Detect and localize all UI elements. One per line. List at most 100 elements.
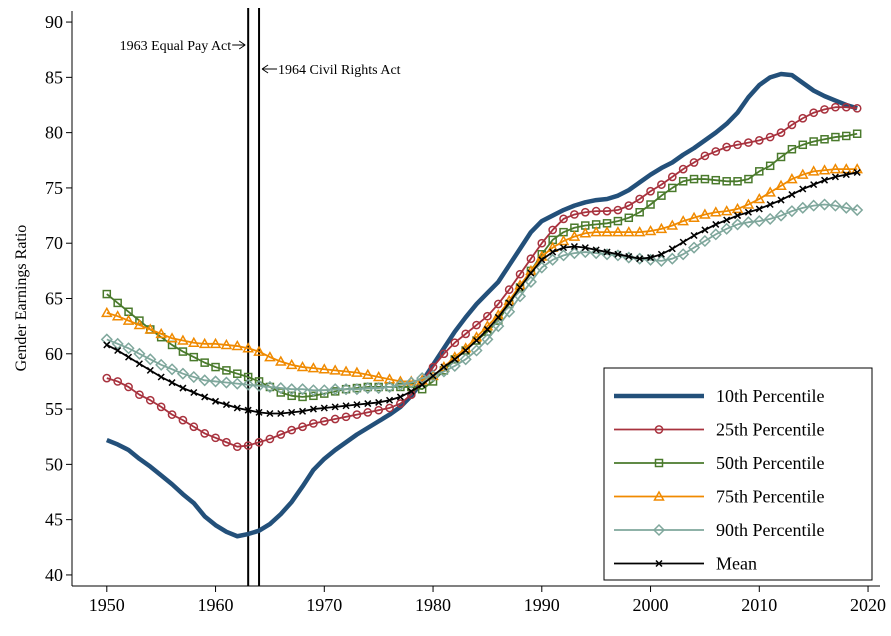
marker [200,429,210,438]
marker [753,215,766,228]
marker [450,338,460,348]
marker [579,227,592,238]
marker [483,311,492,321]
legend-label: 75th Percentile [716,487,824,507]
marker [299,407,307,415]
marker [723,216,731,224]
y-tick-label: 80 [45,123,63,143]
marker [405,376,418,389]
marker [166,332,178,343]
y-tick-label: 90 [45,12,63,32]
marker [263,380,276,394]
marker [220,338,233,350]
marker [439,349,449,359]
marker [821,176,829,184]
marker [765,132,775,142]
marker [580,207,590,217]
marker [744,208,752,216]
marker [341,412,351,422]
legend-label: 10th Percentile [716,386,824,406]
marker [557,249,570,262]
marker [264,351,276,362]
marker [559,214,568,224]
marker [590,226,602,237]
marker [318,384,331,397]
marker [372,370,385,382]
marker [253,345,265,356]
marker [285,358,298,370]
marker [266,409,274,418]
marker [831,132,840,142]
marker [549,248,557,256]
marker [101,306,113,318]
marker [700,151,710,161]
marker [189,422,199,432]
marker [776,128,786,137]
marker [647,254,655,262]
marker [690,231,698,240]
marker [765,161,775,171]
marker [677,215,689,226]
marker [818,164,831,175]
marker [851,203,864,217]
series-line [105,71,858,539]
marker [733,140,742,150]
marker [113,377,123,386]
marker [689,158,699,167]
marker [167,410,177,419]
marker [623,226,635,237]
marker [103,341,111,349]
series-line [106,106,858,448]
marker [777,196,785,204]
marker [744,174,753,184]
marker [135,360,143,368]
marker [570,242,578,251]
marker [679,238,687,246]
legend: 10th Percentile 25th Percentile 50th Perce… [603,367,873,581]
marker [753,192,766,204]
marker [155,358,168,371]
marker [701,226,709,234]
marker [363,408,373,417]
marker [820,105,829,114]
marker [677,248,690,261]
marker [646,186,655,196]
marker [755,205,763,213]
marker [560,244,568,252]
marker [764,212,777,225]
series-line [106,171,858,415]
annotation-label: 1964 Civil Rights Act [278,63,401,78]
marker [688,211,700,223]
marker [633,252,646,265]
marker [493,299,503,309]
marker [231,377,244,390]
marker [524,275,537,288]
marker [222,437,231,447]
marker [624,201,634,210]
y-tick-label: 70 [45,233,63,253]
marker [742,216,755,229]
marker [209,337,222,349]
marker [179,384,187,392]
marker [428,377,438,386]
marker [222,366,231,375]
marker [625,252,633,261]
marker [144,353,157,366]
marker [731,202,744,214]
marker [168,379,176,387]
marker [265,434,275,444]
marker [416,372,429,385]
marker [285,383,298,396]
marker [178,347,188,356]
y-tick-label: 75 [45,178,63,198]
marker [829,199,842,212]
marker [796,201,809,214]
marker [157,373,165,381]
series-line [106,168,858,383]
marker [309,391,318,401]
marker [102,373,112,383]
marker [451,355,459,363]
marker [351,366,363,377]
marker [722,177,731,186]
marker [252,379,266,392]
